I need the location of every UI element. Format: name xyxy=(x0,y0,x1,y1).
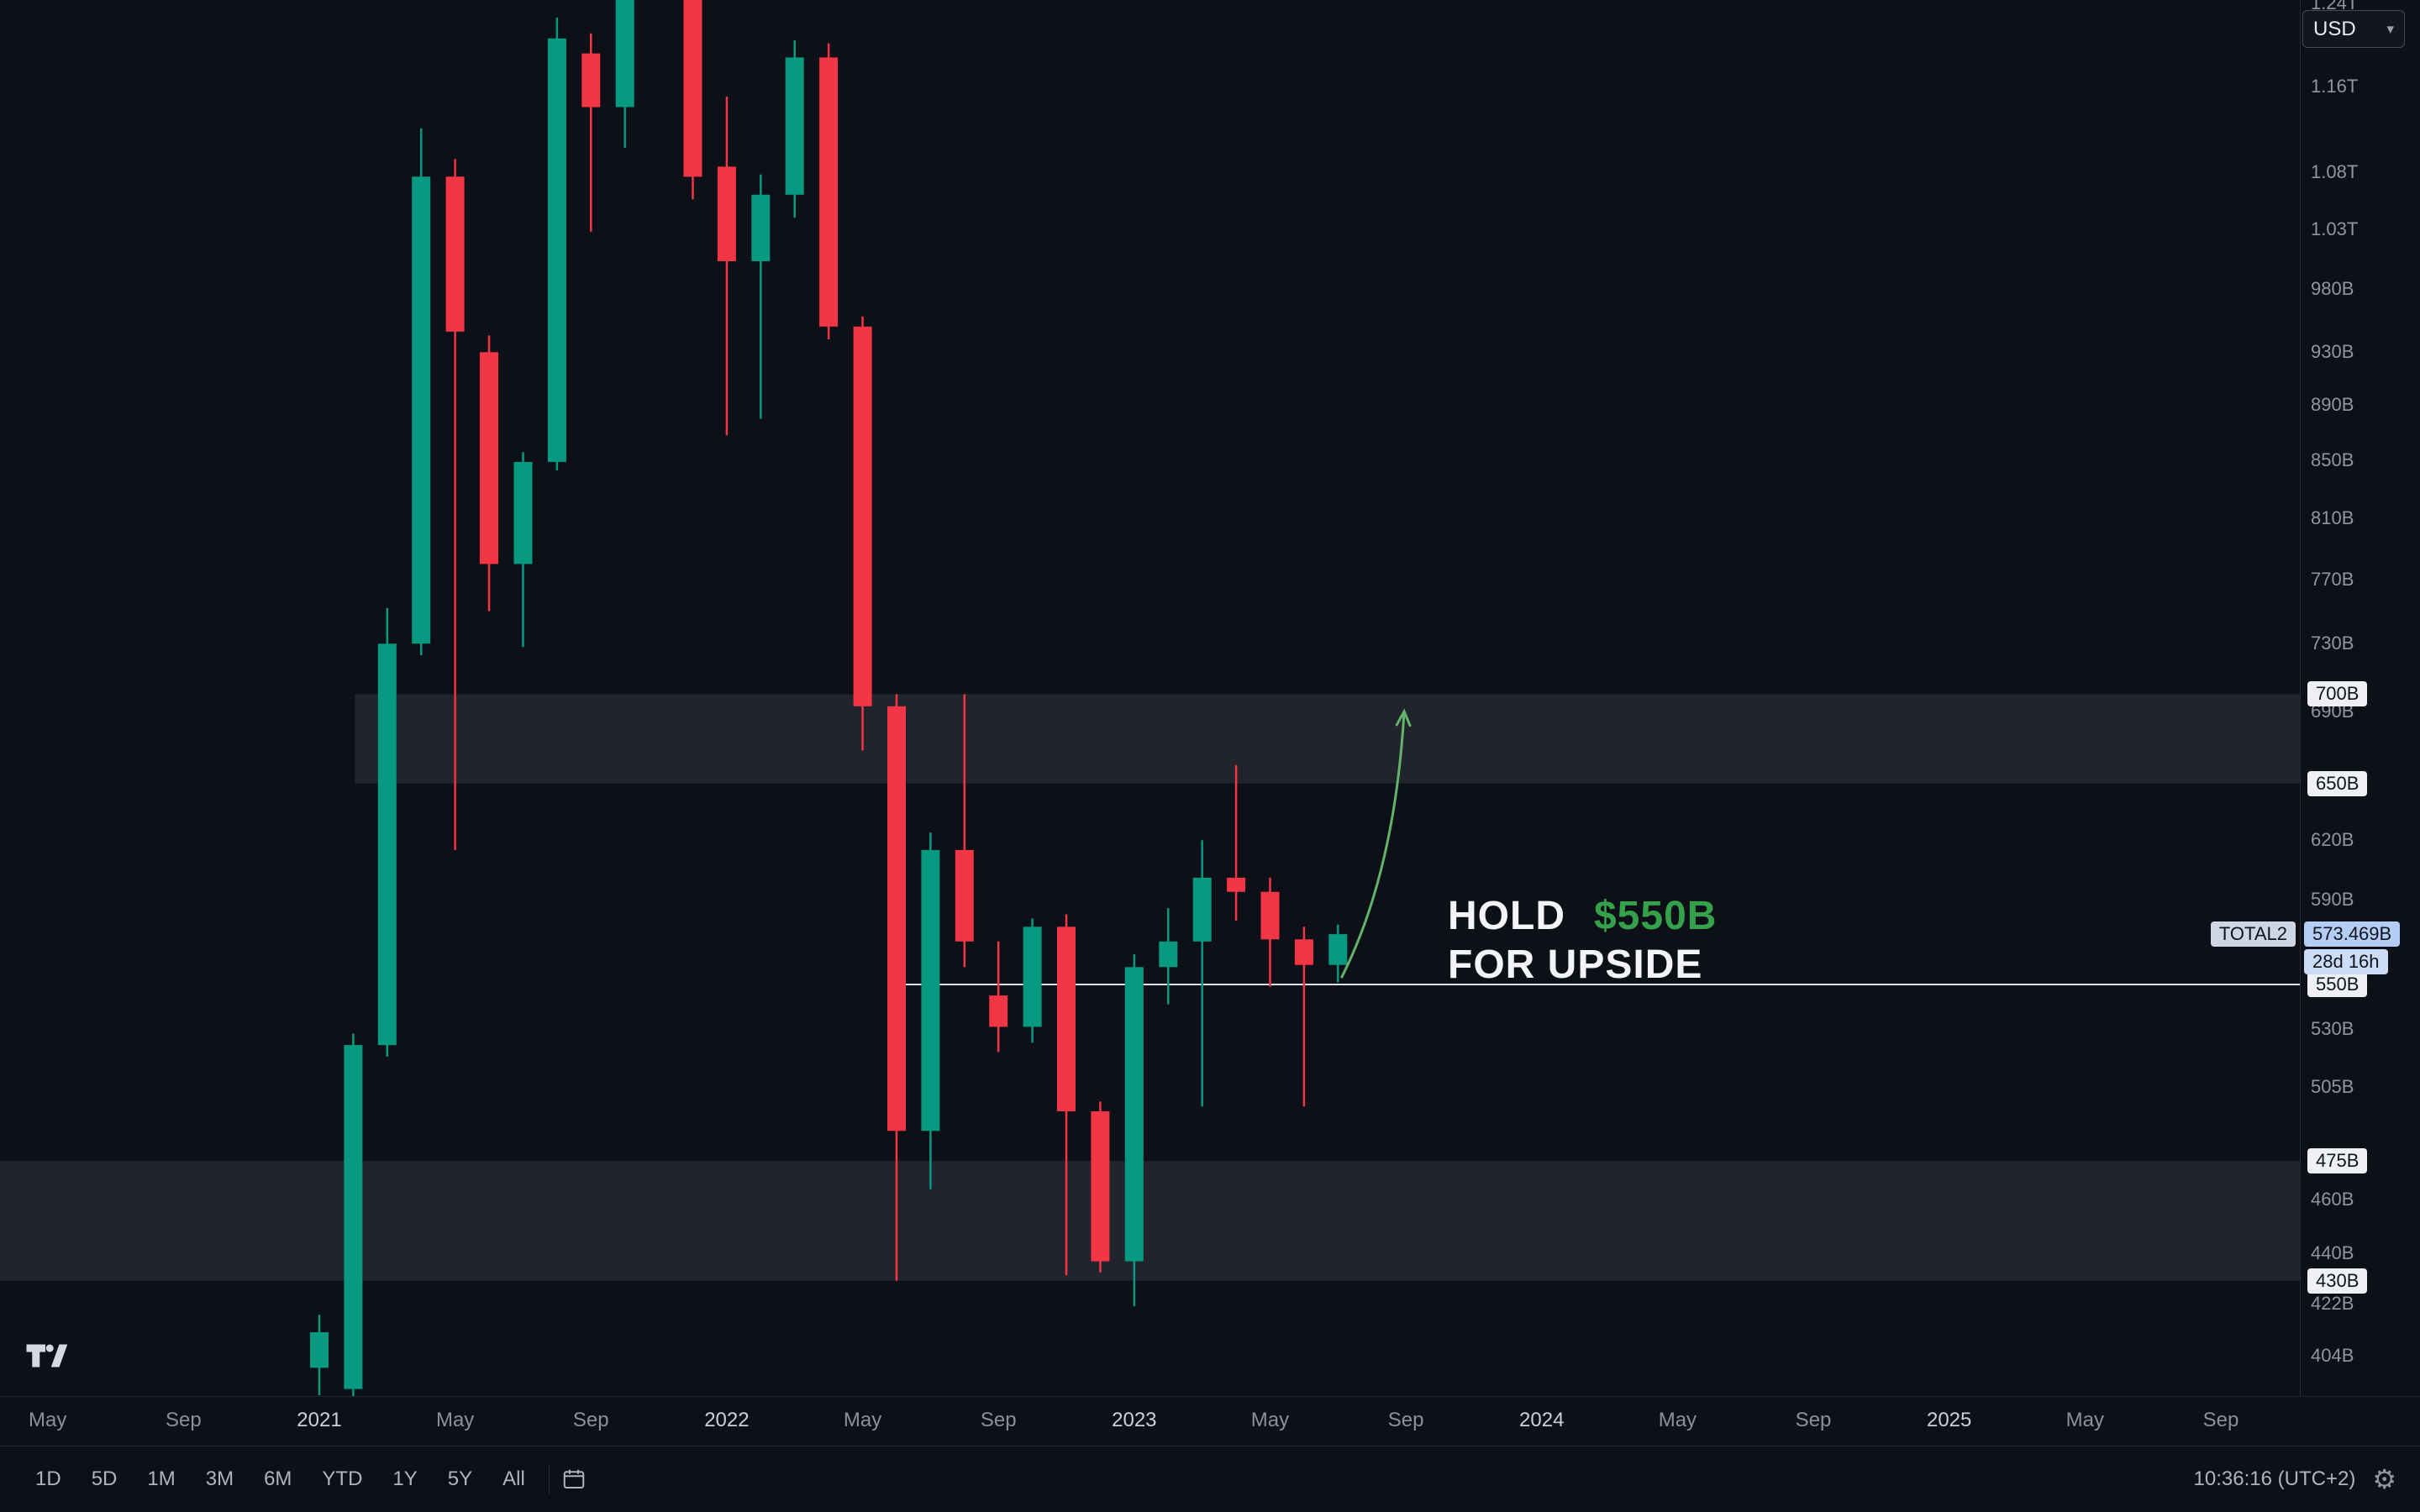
time-axis-month-label: Sep xyxy=(166,1409,202,1431)
annotation-line2-text: FOR UPSIDE xyxy=(1448,942,1703,987)
price-axis-label: 1.24T xyxy=(2311,0,2359,13)
range-button-1m[interactable]: 1M xyxy=(147,1467,176,1490)
current-price-chip-stack: 573.469B 28d 16h xyxy=(2304,921,2401,975)
time-axis-month-label: Sep xyxy=(1795,1409,1832,1431)
range-button-ytd[interactable]: YTD xyxy=(322,1467,363,1490)
annotation-hold-text: HOLD xyxy=(1448,894,1565,938)
range-button-all[interactable]: All xyxy=(502,1467,525,1490)
price-axis-label: 850B xyxy=(2311,449,2354,471)
price-axis-label: 1.16T xyxy=(2311,75,2359,97)
currency-selector-value: USD xyxy=(2313,17,2356,40)
gear-icon[interactable]: ⚙ xyxy=(2372,1464,2396,1494)
price-axis-label: 620B xyxy=(2311,829,2354,851)
price-axis-label: 422B xyxy=(2311,1292,2354,1314)
range-button-1d[interactable]: 1D xyxy=(35,1467,61,1490)
price-axis-label: 980B xyxy=(2311,278,2354,300)
time-axis-month-label: Sep xyxy=(2202,1409,2239,1431)
price-level-badge: 550B xyxy=(2307,972,2368,997)
range-button-3m[interactable]: 3M xyxy=(205,1467,234,1490)
time-axis-year-label: 2022 xyxy=(704,1409,750,1431)
price-axis-label: 890B xyxy=(2311,394,2354,416)
price-level-badge: 475B xyxy=(2307,1148,2368,1174)
price-axis-label: 590B xyxy=(2311,889,2354,911)
tradingview-logo[interactable] xyxy=(25,1336,71,1376)
text-drawing-annotation[interactable]: HOLD $550B FOR UPSIDE xyxy=(1448,892,1717,990)
time-axis-month-label: May xyxy=(29,1409,67,1431)
bottom-toolbar: 1D 5D 1M 3M 6M YTD 1Y 5Y All 10:36:16 (UTC+2) ⚙ xyxy=(0,1446,2420,1512)
calendar-icon xyxy=(563,1469,585,1488)
go-to-date-button[interactable] xyxy=(561,1467,587,1492)
time-axis-year-label: 2021 xyxy=(297,1409,342,1431)
price-axis[interactable]: 1.24T 1.16T 1.08T 1.03T 980B 930B 890B 850B 810B… xyxy=(2300,0,2420,1396)
range-button-6m[interactable]: 6M xyxy=(264,1467,292,1490)
price-level-badge: 430B xyxy=(2307,1268,2368,1294)
time-axis-year-label: 2023 xyxy=(1112,1409,1157,1431)
time-axis[interactable]: May Sep 2021 May Sep 2022 May Sep 2023 May Sep 2024… xyxy=(0,1396,2420,1446)
range-button-1y[interactable]: 1Y xyxy=(392,1467,418,1490)
time-axis-year-label: 2025 xyxy=(1926,1409,1972,1431)
chevron-down-icon: ▾ xyxy=(2386,20,2394,37)
time-axis-month-label: May xyxy=(843,1409,882,1431)
price-level-badge: 700B xyxy=(2307,681,2368,707)
price-axis-label: 930B xyxy=(2311,341,2354,363)
range-button-5d[interactable]: 5D xyxy=(91,1467,118,1490)
price-axis-label: 730B xyxy=(2311,633,2354,654)
time-axis-year-label: 2024 xyxy=(1519,1409,1565,1431)
current-price-chip: 573.469B xyxy=(2304,921,2401,948)
bar-close-countdown-chip: 28d 16h xyxy=(2304,949,2388,975)
price-axis-label: 460B xyxy=(2311,1189,2354,1210)
currency-selector[interactable]: USD ▾ xyxy=(2302,10,2405,48)
price-axis-label: 1.03T xyxy=(2311,218,2359,239)
annotation-price-text: $550B xyxy=(1593,894,1718,938)
price-axis-label: 404B xyxy=(2311,1345,2354,1367)
symbol-name-chip: TOTAL2 xyxy=(2210,921,2296,948)
range-button-5y[interactable]: 5Y xyxy=(447,1467,473,1490)
time-axis-month-label: May xyxy=(2065,1409,2104,1431)
time-axis-month-label: Sep xyxy=(572,1409,609,1431)
price-axis-label: 770B xyxy=(2311,568,2354,590)
time-axis-month-label: May xyxy=(435,1409,475,1431)
time-axis-month-label: May xyxy=(1250,1409,1290,1431)
range-buttons: 1D 5D 1M 3M 6M YTD 1Y 5Y All xyxy=(24,1461,537,1498)
session-clock[interactable]: 10:36:16 (UTC+2) xyxy=(2193,1467,2356,1490)
time-axis-month-label: Sep xyxy=(1387,1409,1424,1431)
candlestick-chart[interactable] xyxy=(0,0,2420,1396)
price-axis-label: 505B xyxy=(2311,1076,2354,1098)
price-axis-label: 440B xyxy=(2311,1242,2354,1263)
price-axis-label: 1.08T xyxy=(2311,161,2359,182)
time-axis-month-label: May xyxy=(1658,1409,1697,1431)
chart-pane[interactable]: HOLD $550B FOR UPSIDE TOTAL2 xyxy=(0,0,2420,1396)
annotation-line1: HOLD $550B xyxy=(1448,892,1717,941)
toolbar-divider xyxy=(548,1465,550,1494)
price-axis-label: 810B xyxy=(2311,507,2354,529)
time-axis-month-label: Sep xyxy=(980,1409,1017,1431)
price-level-badge: 650B xyxy=(2307,770,2368,796)
price-axis-label: 530B xyxy=(2311,1018,2354,1040)
